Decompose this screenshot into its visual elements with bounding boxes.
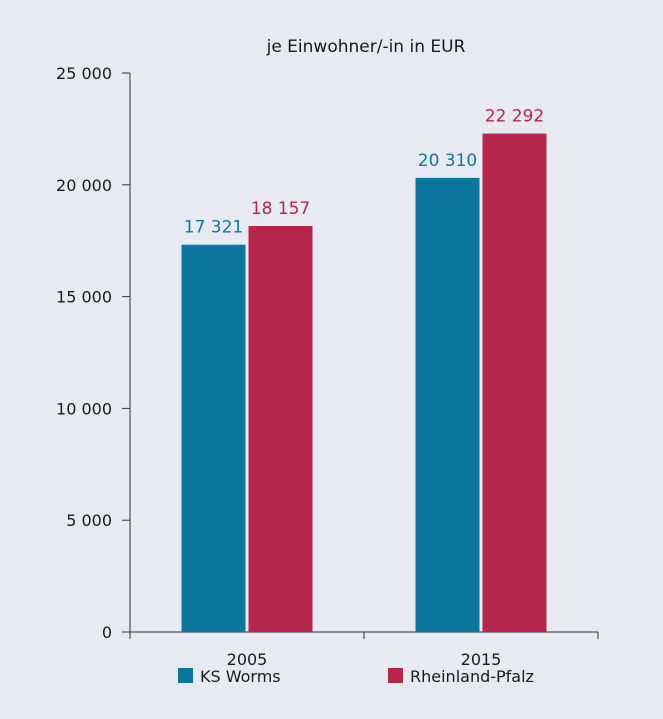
data-label: 22 292 xyxy=(485,107,544,127)
y-tick-label: 10 000 xyxy=(56,399,112,418)
legend-label: Rheinland-Pfalz xyxy=(410,667,534,686)
legend-label: KS Worms xyxy=(200,667,281,686)
x-tick-label: 2005 xyxy=(227,650,268,669)
data-label: 18 157 xyxy=(251,199,310,219)
bars-group xyxy=(181,133,547,633)
bar xyxy=(248,226,313,633)
data-label: 20 310 xyxy=(418,151,477,171)
bar xyxy=(181,244,246,632)
y-tick-label: 25 000 xyxy=(56,64,112,83)
bar xyxy=(482,133,547,632)
legend: KS Worms Rheinland-Pfalz xyxy=(178,667,534,686)
bar xyxy=(415,177,480,632)
y-tick-label: 15 000 xyxy=(56,288,112,307)
y-axis: 0 5 000 10 000 15 000 20 000 25 000 xyxy=(56,64,131,642)
y-tick-label: 0 xyxy=(102,623,112,642)
legend-swatch xyxy=(178,668,193,683)
value-labels-group: 17 321 18 157 20 310 22 292 xyxy=(184,107,544,238)
y-tick-label: 20 000 xyxy=(56,176,112,195)
chart-title: je Einwohner/-in in EUR xyxy=(266,37,466,57)
x-tick-label: 2015 xyxy=(461,650,502,669)
legend-swatch xyxy=(388,668,403,683)
y-tick-label: 5 000 xyxy=(66,511,112,530)
x-axis: 2005 2015 xyxy=(129,631,599,669)
data-label: 17 321 xyxy=(184,218,243,238)
